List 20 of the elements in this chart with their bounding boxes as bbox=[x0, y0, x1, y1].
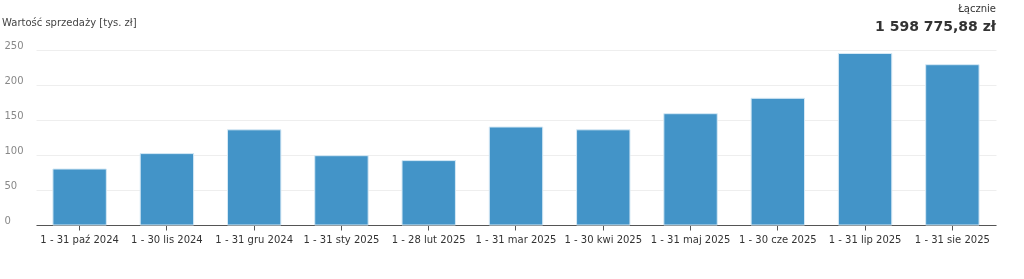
x-tick-label: 1 - 30 lis 2024 bbox=[131, 233, 203, 245]
x-tick-label: 1 - 30 kwi 2025 bbox=[564, 233, 643, 245]
text: Łącznie bbox=[957, 3, 996, 14]
x-tick-label: 1 - 31 maj 2025 bbox=[650, 233, 731, 245]
y-tick-label: 150 bbox=[4, 109, 24, 121]
y-axis-title: Wartość sprzedaży [tys. zł] bbox=[2, 17, 137, 28]
y-tick-label: 50 bbox=[4, 179, 18, 191]
x-tick-label: 1 - 31 lip 2025 bbox=[828, 233, 902, 245]
x-tick-label: 1 - 31 paź 2024 bbox=[40, 233, 119, 245]
y-tick-label: 100 bbox=[4, 144, 24, 156]
y-tick-label: 250 bbox=[4, 39, 24, 51]
x-tick-label: 1 - 30 cze 2025 bbox=[738, 233, 817, 245]
x-tick-label: 1 - 31 mar 2025 bbox=[475, 233, 557, 245]
text: 1 598 775,88 zł bbox=[875, 18, 997, 34]
x-tick-label: 1 - 31 gru 2024 bbox=[215, 233, 294, 245]
y-tick-label: 200 bbox=[4, 74, 24, 86]
y-tick-label: 0 bbox=[4, 214, 11, 226]
x-tick-label: 1 - 31 sty 2025 bbox=[303, 233, 380, 245]
x-tick-label: 1 - 28 lut 2025 bbox=[391, 233, 466, 245]
x-tick-label: 1 - 31 sie 2025 bbox=[914, 233, 990, 245]
